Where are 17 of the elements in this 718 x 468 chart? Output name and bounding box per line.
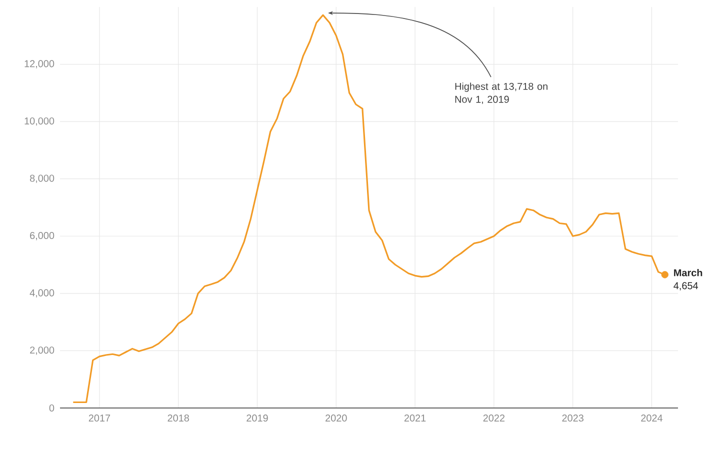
y-tick-label: 0 — [49, 404, 54, 412]
y-tick-label: 2,000 — [30, 346, 54, 355]
y-tick-label: 10,000 — [24, 117, 54, 126]
x-tick-label: 2017 — [88, 414, 110, 422]
x-tick-label: 2021 — [404, 414, 426, 422]
x-tick-label: 2020 — [326, 414, 347, 422]
x-tick-label: 2019 — [246, 414, 268, 422]
annotation: March 4,654 — [674, 268, 702, 290]
annotation: Highest at 13,718 on Nov 1, 2019 — [455, 82, 548, 104]
x-tick-label: 2022 — [483, 414, 505, 422]
x-tick-label: 2018 — [168, 414, 189, 422]
x-tick-label: 2023 — [562, 414, 584, 422]
y-tick-label: 12,000 — [24, 60, 54, 68]
x-tick-label: 2024 — [641, 414, 662, 422]
y-tick-label: 4,000 — [30, 289, 54, 298]
y-tick-label: 8,000 — [30, 174, 54, 183]
y-tick-label: 6,000 — [30, 232, 54, 240]
